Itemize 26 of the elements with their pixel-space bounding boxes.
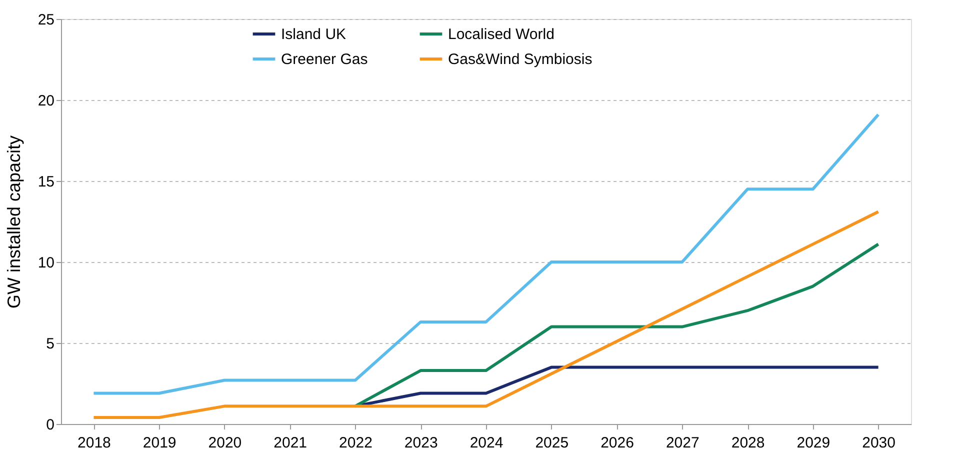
x-tick-label: 2024 <box>470 434 504 452</box>
y-tick-label: 5 <box>46 336 54 352</box>
x-tick-label: 2027 <box>666 434 700 452</box>
x-tick-label: 2019 <box>142 434 176 452</box>
legend-label: Localised World <box>448 26 554 43</box>
legend-label: Gas&Wind Symbiosis <box>448 51 592 68</box>
y-tick-label: 15 <box>38 174 54 190</box>
y-tick-label: 0 <box>46 416 54 434</box>
y-axis-title: GW installed capacity <box>4 135 24 309</box>
x-tick-label: 2028 <box>731 434 765 452</box>
y-tick-label: 20 <box>38 92 54 110</box>
x-tick-label: 2020 <box>208 434 242 452</box>
line-series <box>92 113 880 395</box>
y-tick-label: 10 <box>38 254 54 272</box>
x-tick-label: 2022 <box>339 434 372 452</box>
legend-label: Island UK <box>281 26 346 43</box>
x-tick-label: 2029 <box>796 434 830 452</box>
legend-label: Greener Gas <box>281 51 368 68</box>
line-series <box>92 210 880 420</box>
x-tick-label: 2023 <box>404 434 438 452</box>
x-tick-label: 2018 <box>78 434 111 452</box>
x-tick-label: 2025 <box>535 434 569 452</box>
y-tick-label: 25 <box>38 12 54 28</box>
x-tick-label: 2030 <box>862 434 896 452</box>
x-tick-label: 2021 <box>274 434 308 452</box>
x-tick-label: 2026 <box>600 434 634 452</box>
